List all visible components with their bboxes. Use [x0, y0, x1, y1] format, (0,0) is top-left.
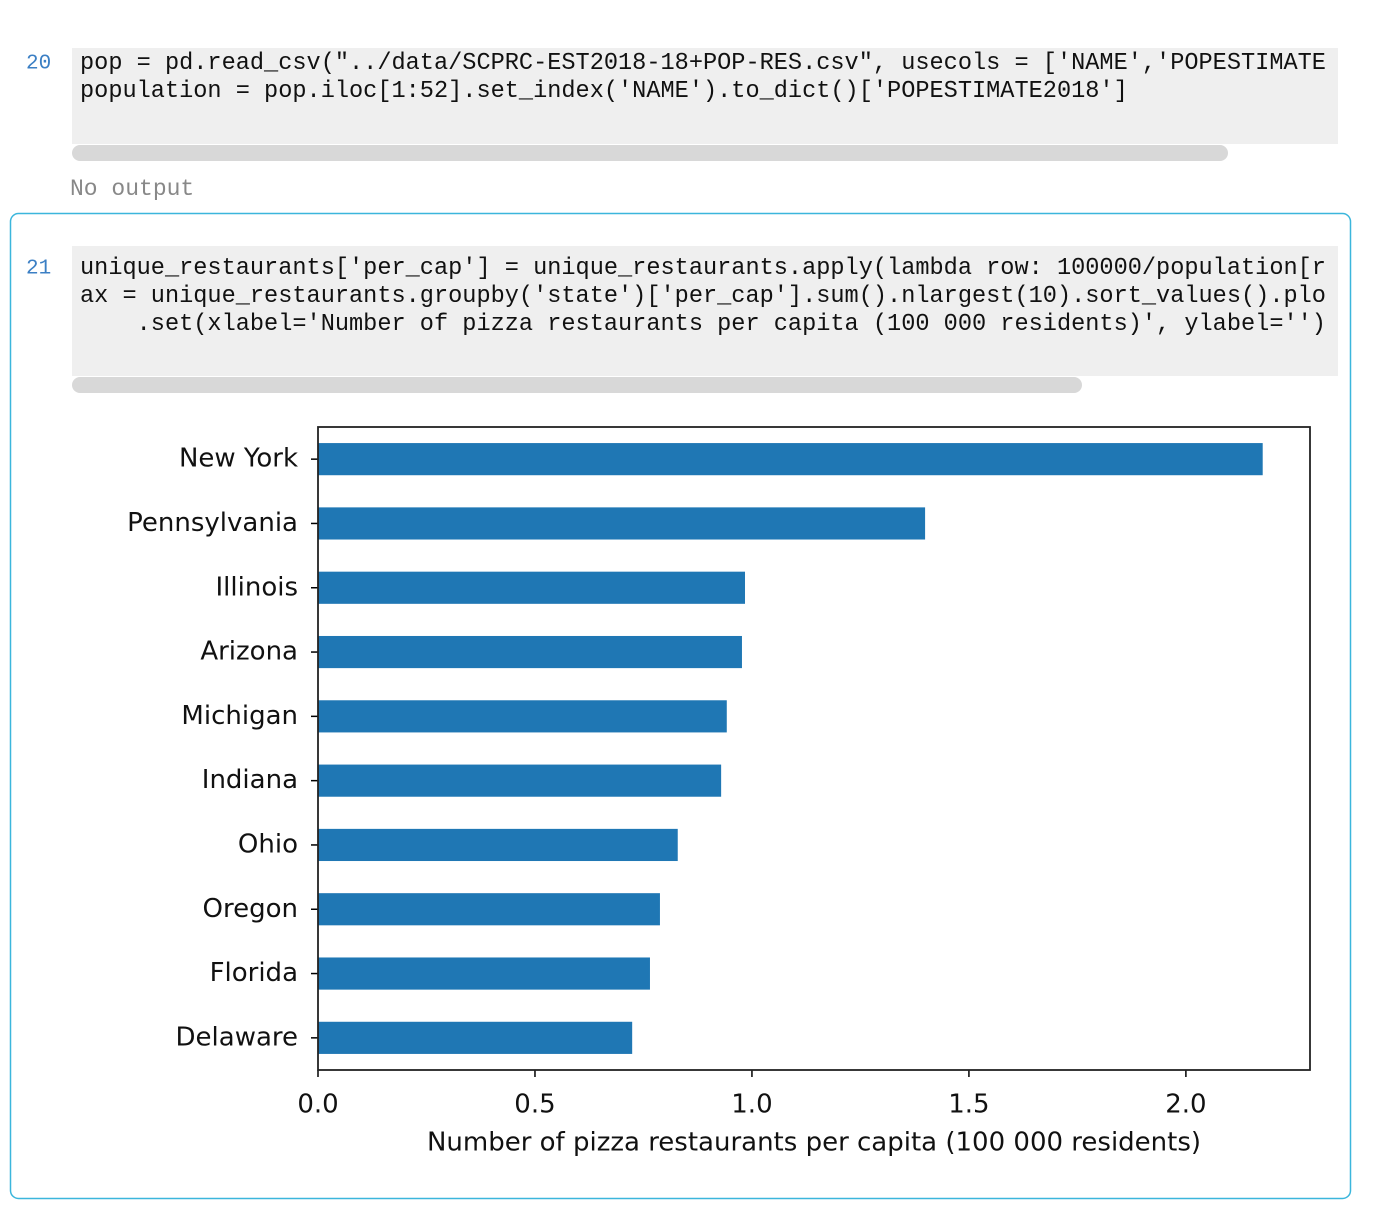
bar	[318, 1021, 633, 1054]
y-tick-label: Florida	[210, 958, 298, 988]
code: unique_restaurants['per_cap'] = unique_r…	[80, 255, 1326, 338]
code: pop = pd.read_csv("../data/SCPRC-EST2018…	[80, 50, 1326, 105]
code-line: unique_restaurants['per_cap'] = unique_r…	[80, 255, 1326, 282]
y-tick-label: Arizona	[200, 637, 298, 667]
x-axis-label: Number of pizza restaurants per capita (…	[427, 1128, 1201, 1158]
bar	[318, 635, 742, 669]
scrollbar[interactable]	[72, 377, 1082, 393]
x-tick-label: 1.5	[948, 1090, 989, 1120]
code-line: .set(xlabel='Number of pizza restaurants…	[80, 311, 1326, 338]
bar	[318, 443, 1263, 476]
code-box	[72, 48, 1338, 144]
y-tick-label: Michigan	[181, 701, 298, 731]
x-tick-label: 2.0	[1165, 1090, 1206, 1120]
bar	[318, 764, 722, 797]
y-tick-label: Ohio	[238, 829, 298, 859]
x-tick-label: 1.0	[731, 1090, 772, 1120]
prompt-number: 20	[26, 53, 51, 76]
bar	[318, 957, 650, 990]
bar	[318, 828, 678, 862]
code-line: population = pop.iloc[1:52].set_index('N…	[80, 78, 1128, 105]
chart: New York Pennsylvania Illinois Arizona Michi…	[127, 426, 1311, 1158]
cell-border	[9, 212, 1352, 1200]
code-box	[72, 246, 1338, 376]
bar	[318, 700, 727, 733]
y-tick-label: Indiana	[202, 765, 298, 795]
output-text: No output	[70, 176, 194, 202]
y-tick-label: New York	[179, 444, 298, 474]
x-tick-label: 0.0	[297, 1090, 338, 1120]
y-tick-label: Pennsylvania	[127, 508, 298, 538]
bar	[318, 507, 926, 540]
code-line: ax = unique_restaurants.groupby('state')…	[80, 283, 1326, 310]
prompt-number: 21	[26, 258, 51, 281]
bar	[318, 893, 660, 926]
scrollbar[interactable]	[72, 145, 1228, 161]
code-line: pop = pd.read_csv("../data/SCPRC-EST2018…	[80, 50, 1326, 77]
plot-frame	[317, 426, 1311, 1071]
y-tick-label: Delaware	[176, 1022, 298, 1052]
x-tick-label: 0.5	[514, 1090, 555, 1120]
y-tick-label: Oregon	[203, 894, 298, 924]
bar	[318, 571, 746, 604]
y-tick-label: Illinois	[216, 572, 299, 602]
